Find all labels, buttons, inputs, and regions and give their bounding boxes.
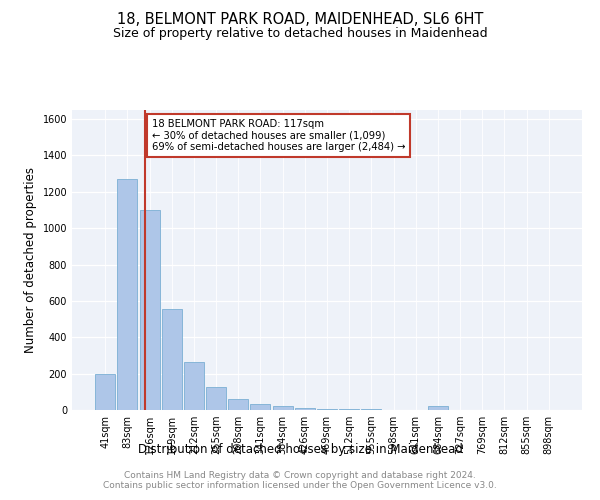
Bar — [295, 408, 315, 410]
Text: Contains HM Land Registry data © Crown copyright and database right 2024.
Contai: Contains HM Land Registry data © Crown c… — [103, 470, 497, 490]
Bar — [184, 362, 204, 410]
Bar — [118, 179, 137, 410]
Text: Distribution of detached houses by size in Maidenhead: Distribution of detached houses by size … — [137, 442, 463, 456]
Bar — [206, 386, 226, 410]
Y-axis label: Number of detached properties: Number of detached properties — [24, 167, 37, 353]
Bar — [162, 309, 182, 410]
Bar — [317, 408, 337, 410]
Text: 18 BELMONT PARK ROAD: 117sqm
← 30% of detached houses are smaller (1,099)
69% of: 18 BELMONT PARK ROAD: 117sqm ← 30% of de… — [152, 119, 405, 152]
Bar — [339, 409, 359, 410]
Bar — [272, 406, 293, 410]
Text: 18, BELMONT PARK ROAD, MAIDENHEAD, SL6 6HT: 18, BELMONT PARK ROAD, MAIDENHEAD, SL6 6… — [117, 12, 483, 28]
Bar — [228, 398, 248, 410]
Text: Size of property relative to detached houses in Maidenhead: Size of property relative to detached ho… — [113, 28, 487, 40]
Bar — [428, 406, 448, 410]
Bar — [140, 210, 160, 410]
Bar — [250, 404, 271, 410]
Bar — [95, 374, 115, 410]
